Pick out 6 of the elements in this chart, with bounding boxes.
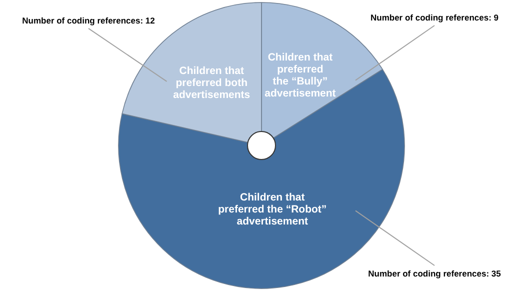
data-label: Number of coding references: 35 [368,268,502,278]
data-label: Number of coding references: 12 [22,15,156,26]
slice-label: Children that preferred the “Robot” advertisement [218,192,327,228]
data-label: Number of coding references: 9 [370,12,499,22]
slice-label: Children that preferred the “Bully” advertisement [264,51,336,100]
slice-label: Children that preferred both advertisements [173,64,250,101]
